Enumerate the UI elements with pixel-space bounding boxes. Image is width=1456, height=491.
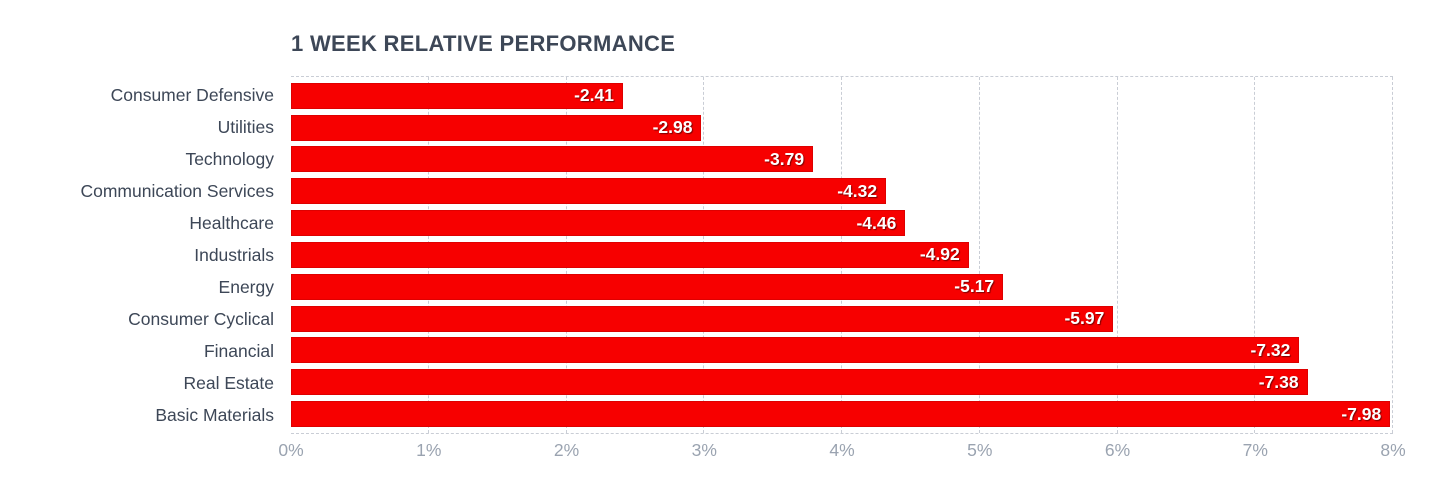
category-label: Consumer Cyclical xyxy=(128,309,274,329)
category-label: Basic Materials xyxy=(155,405,274,425)
bar: -5.17 xyxy=(291,273,1004,300)
x-tick-label: 5% xyxy=(967,440,993,460)
bar-value-label: -2.41 xyxy=(574,85,614,106)
bar: -4.32 xyxy=(291,178,887,205)
category-label: Consumer Defensive xyxy=(110,85,274,105)
category-label: Healthcare xyxy=(189,213,274,233)
x-tick-label: 3% xyxy=(691,440,717,460)
x-tick-label: 0% xyxy=(278,440,304,460)
bar: -2.98 xyxy=(291,114,702,141)
bar-value-label: -4.32 xyxy=(837,180,878,201)
x-tick-label: 7% xyxy=(1242,440,1268,460)
gridline-6pct xyxy=(1116,77,1118,433)
gridline-7pct xyxy=(1254,77,1256,433)
category-label: Real Estate xyxy=(183,373,274,393)
gridline-5pct xyxy=(978,77,980,433)
bar: -4.46 xyxy=(291,210,906,237)
bar: -2.41 xyxy=(291,82,623,109)
bar-value-label: -4.92 xyxy=(919,244,960,265)
category-label: Communication Services xyxy=(80,181,274,201)
bar-value-label: -5.97 xyxy=(1064,308,1105,329)
x-tick-label: 2% xyxy=(553,440,580,460)
bar-value-label: -3.79 xyxy=(764,148,805,169)
category-label: Technology xyxy=(185,149,274,169)
category-label: Financial xyxy=(203,341,274,361)
bar: -7.38 xyxy=(291,369,1308,396)
bar-value-label: -7.38 xyxy=(1258,371,1299,392)
bar-value-label: -7.32 xyxy=(1250,339,1291,360)
bar: -5.97 xyxy=(291,305,1114,332)
x-tick-label: 4% xyxy=(829,440,855,460)
gridline-8pct xyxy=(1392,77,1393,433)
bar: -3.79 xyxy=(291,146,814,173)
bar-value-label: -4.46 xyxy=(856,212,897,233)
chart-title: 1 WEEK RELATIVE PERFORMANCE xyxy=(291,31,676,56)
category-label: Industrials xyxy=(194,245,274,265)
category-label: Utilities xyxy=(217,117,274,137)
bar: -7.32 xyxy=(291,337,1300,364)
x-tick-label: 1% xyxy=(416,440,442,460)
bar-value-label: -2.98 xyxy=(652,117,693,138)
bar: -4.92 xyxy=(291,241,969,268)
category-label: Energy xyxy=(218,277,274,297)
plot-area: -2.41 -2.98 -3.79 -4.32 -4.46 -4.92 -5.17 -5.97… xyxy=(291,76,1393,434)
bar-value-label: -7.98 xyxy=(1341,403,1382,424)
bar-value-label: -5.17 xyxy=(954,276,995,297)
category-axis: Consumer Defensive Utilities Technology Com… xyxy=(0,76,283,434)
bar-series: -2.41 -2.98 -3.79 -4.32 -4.46 -4.92 -5.17 -5.97… xyxy=(291,77,1393,433)
x-tick-label: 6% xyxy=(1104,440,1131,460)
x-axis: 0% 1% 2% 3% 4% 5% 6% 7% 8% xyxy=(278,440,1405,464)
bar: -7.98 xyxy=(291,401,1391,428)
x-tick-label: 8% xyxy=(1380,440,1406,460)
